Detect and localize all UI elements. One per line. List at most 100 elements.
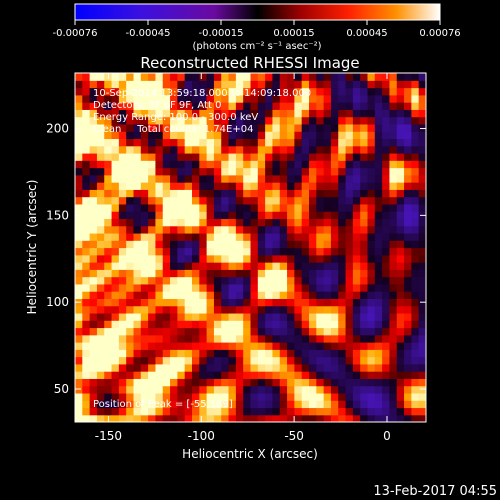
heatmap-cell [118, 276, 127, 285]
heatmap-cell [250, 291, 259, 299]
heatmap-cell [411, 211, 420, 220]
heatmap-cell [396, 349, 405, 358]
heatmap-cell [118, 240, 127, 249]
heatmap-cell [352, 363, 361, 372]
heatmap-cell [75, 305, 83, 314]
heatmap-cell [206, 211, 215, 220]
heatmap-cell [309, 342, 317, 350]
heatmap-cell [338, 73, 347, 81]
heatmap-cell [140, 392, 149, 401]
heatmap-cell [118, 102, 127, 110]
heatmap-cell [133, 342, 142, 350]
heatmap-cell [199, 400, 208, 409]
heatmap-cell [265, 385, 274, 394]
heatmap-cell [330, 254, 339, 263]
heatmap-cell [148, 414, 157, 422]
heatmap-cell [382, 167, 391, 176]
heatmap-cell [82, 232, 91, 241]
heatmap-cell [133, 87, 142, 96]
heatmap-cell [257, 211, 266, 220]
heatmap-cell [330, 189, 339, 198]
heatmap-cell [148, 371, 157, 379]
heatmap-cell [206, 203, 215, 212]
annotation-line-time: 10-Sep-2014 13:59:18.000 to 14:09:18.000 [93, 88, 311, 99]
heatmap-cell [126, 254, 135, 263]
x-tick-label: -50 [284, 429, 304, 443]
heatmap-cell [199, 363, 208, 372]
heatmap-cell [89, 131, 98, 140]
heatmap-cell [272, 312, 281, 321]
heatmap-cell [96, 414, 105, 422]
heatmap-cell [316, 80, 325, 89]
heatmap-cell [221, 283, 230, 292]
heatmap-cell [221, 160, 230, 169]
heatmap-cell [272, 305, 281, 314]
heatmap-cell [396, 189, 405, 198]
heatmap-cell [330, 80, 339, 89]
heatmap-cell [126, 94, 135, 103]
heatmap-cell [345, 182, 354, 190]
heatmap-cell [250, 189, 259, 198]
heatmap-cell [265, 116, 274, 125]
heatmap-cell [279, 327, 288, 336]
heatmap-cell [389, 363, 398, 372]
heatmap-cell [301, 182, 310, 190]
heatmap-cell [279, 174, 288, 183]
heatmap-cell [133, 123, 142, 132]
heatmap-cell [118, 385, 127, 394]
heatmap-cell [396, 203, 405, 212]
heatmap-cell [257, 305, 266, 314]
heatmap-cell [316, 87, 325, 96]
heatmap-cell [192, 407, 200, 416]
heatmap-cell [382, 94, 391, 103]
heatmap-cell [272, 138, 281, 147]
heatmap-cell [155, 240, 164, 249]
heatmap-cell [140, 123, 149, 132]
heatmap-cell [206, 116, 215, 125]
heatmap-cell [89, 232, 98, 241]
heatmap-cell [177, 203, 186, 212]
heatmap-cell [294, 349, 303, 358]
heatmap-cell [411, 196, 420, 205]
heatmap-cell [126, 363, 135, 372]
heatmap-cell [287, 385, 295, 394]
heatmap-cell [323, 385, 332, 394]
heatmap-cell [170, 262, 178, 270]
heatmap-cell [316, 414, 325, 422]
heatmap-cell [287, 291, 295, 299]
heatmap-cell [199, 145, 208, 154]
heatmap-cell [330, 196, 339, 205]
heatmap-cell [396, 94, 405, 103]
heatmap-cell [272, 232, 281, 241]
heatmap-cell [140, 254, 149, 263]
heatmap-cell [133, 349, 142, 358]
heatmap-cell [177, 305, 186, 314]
heatmap-cell [162, 291, 171, 299]
heatmap-cell [82, 327, 91, 336]
heatmap-cell [221, 116, 230, 125]
heatmap-cell [272, 283, 281, 292]
heatmap-cell [228, 276, 237, 285]
heatmap-cell [243, 342, 252, 350]
heatmap-cell [323, 312, 332, 321]
heatmap-cell [352, 189, 361, 198]
heatmap-cell [243, 371, 252, 379]
heatmap-cell [82, 356, 91, 365]
heatmap-cell [155, 87, 164, 96]
heatmap-cell [345, 152, 354, 161]
heatmap-cell [404, 363, 412, 372]
heatmap-cell [330, 291, 339, 299]
heatmap-cell [199, 189, 208, 198]
heatmap-cell [155, 407, 164, 416]
heatmap-cell [367, 407, 376, 416]
heatmap-cell [75, 247, 83, 256]
heatmap-cell [301, 87, 310, 96]
heatmap-cell [323, 94, 332, 103]
heatmap-cell [352, 291, 361, 299]
heatmap-cell [75, 414, 83, 422]
heatmap-cell [192, 349, 200, 358]
heatmap-cell [345, 356, 354, 365]
heatmap-cell [345, 196, 354, 205]
heatmap-cell [272, 247, 281, 256]
heatmap-cell [374, 218, 383, 227]
